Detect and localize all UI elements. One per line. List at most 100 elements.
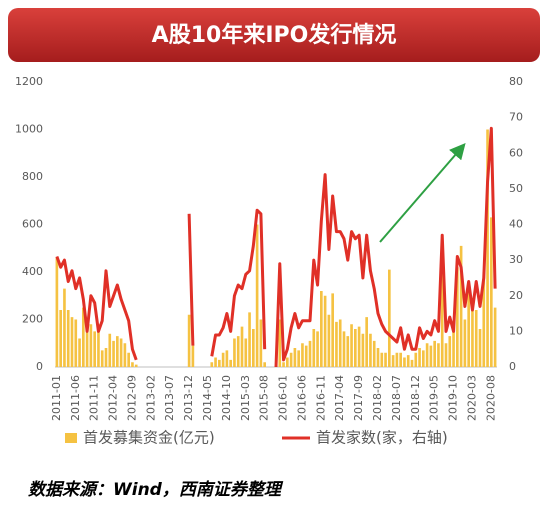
x-tick-label: 2018-07 xyxy=(390,375,403,421)
bar xyxy=(354,329,357,367)
bar xyxy=(357,326,361,367)
bar xyxy=(229,359,232,367)
bar xyxy=(384,352,387,367)
x-tick-label: 2014-05 xyxy=(201,375,214,421)
bar xyxy=(116,336,119,367)
bar xyxy=(248,312,251,367)
bar xyxy=(78,338,81,367)
y2-tick-label: 0 xyxy=(509,360,516,373)
bar xyxy=(369,333,372,367)
y-tick-label: 200 xyxy=(22,313,43,326)
y2-tick-label: 70 xyxy=(509,111,523,124)
x-tick-label: 2013-02 xyxy=(144,375,157,421)
y-tick-label: 1200 xyxy=(15,75,43,88)
bar xyxy=(425,343,429,367)
bar xyxy=(452,331,455,367)
x-tick-label: 2020-03 xyxy=(465,375,478,421)
bar xyxy=(100,350,104,367)
bar xyxy=(252,329,255,367)
bar xyxy=(108,333,112,367)
x-tick-label: 2015-08 xyxy=(258,375,271,421)
bar xyxy=(131,362,134,367)
y2-tick-label: 40 xyxy=(509,218,523,231)
y2-tick-label: 30 xyxy=(509,253,523,266)
bar xyxy=(482,272,486,367)
bar xyxy=(104,348,108,367)
bar xyxy=(463,319,467,367)
bar xyxy=(240,326,244,367)
y-tick-label: 800 xyxy=(22,170,43,183)
bar xyxy=(490,217,493,367)
bar xyxy=(74,319,78,367)
bar xyxy=(127,352,130,367)
x-tick-label: 2020-08 xyxy=(484,375,497,421)
bar xyxy=(486,129,489,367)
bar xyxy=(395,352,399,367)
x-tick-label: 2012-04 xyxy=(107,375,120,421)
legend-swatch xyxy=(65,433,77,443)
bar xyxy=(259,319,263,367)
bar xyxy=(214,357,217,367)
source-note: 数据来源：Wind，西南证券整理 xyxy=(28,480,284,500)
bar xyxy=(289,352,293,367)
bar xyxy=(338,319,342,367)
y2-tick-label: 20 xyxy=(509,289,523,302)
bar xyxy=(388,269,391,367)
x-tick-label: 2011-11 xyxy=(88,375,101,421)
bar xyxy=(372,340,376,367)
bar xyxy=(82,307,85,367)
bar xyxy=(361,333,365,367)
bar xyxy=(350,324,353,367)
bar xyxy=(210,362,214,367)
y-tick-label: 600 xyxy=(22,218,43,231)
bar xyxy=(346,336,350,367)
x-tick-label: 2014-10 xyxy=(220,375,233,421)
x-tick-label: 2018-02 xyxy=(371,375,384,421)
bar xyxy=(429,345,433,367)
bar xyxy=(278,319,282,367)
bar xyxy=(221,352,225,367)
bar xyxy=(323,295,327,367)
bar xyxy=(263,362,266,367)
title-banner xyxy=(8,8,540,62)
chart-title: A股10年来IPO发行情况 xyxy=(152,22,397,48)
legend-label: 首发募集资金(亿元) xyxy=(83,429,215,447)
bar xyxy=(437,343,440,367)
bar xyxy=(331,293,334,367)
bar xyxy=(187,314,191,367)
bar xyxy=(225,350,229,367)
bar xyxy=(97,324,100,367)
bar xyxy=(493,307,497,367)
bar xyxy=(418,348,421,367)
bar xyxy=(342,331,346,367)
bar xyxy=(433,340,436,367)
x-tick-label: 2019-10 xyxy=(447,375,460,421)
bar xyxy=(282,362,285,367)
y2-tick-label: 10 xyxy=(509,324,523,337)
bar xyxy=(286,357,289,367)
bar xyxy=(399,352,402,367)
bar xyxy=(293,348,297,367)
bar xyxy=(467,291,470,367)
bar xyxy=(422,350,425,367)
bar xyxy=(218,359,221,367)
legend-label: 首发家数(家，右轴) xyxy=(316,429,448,447)
bar xyxy=(414,352,418,367)
bar xyxy=(255,224,259,367)
bar xyxy=(380,352,384,367)
bar xyxy=(191,345,195,367)
bar xyxy=(316,331,319,367)
y2-tick-label: 80 xyxy=(509,75,523,88)
bar xyxy=(335,321,338,367)
y2-tick-label: 50 xyxy=(509,182,523,195)
bar xyxy=(365,317,368,367)
y-tick-label: 0 xyxy=(36,360,43,373)
y2-tick-label: 60 xyxy=(509,146,523,159)
x-tick-label: 2011-01 xyxy=(50,375,63,421)
bar xyxy=(70,317,74,367)
bar xyxy=(119,338,123,367)
y-tick-label: 400 xyxy=(22,265,43,278)
bar xyxy=(444,343,448,367)
